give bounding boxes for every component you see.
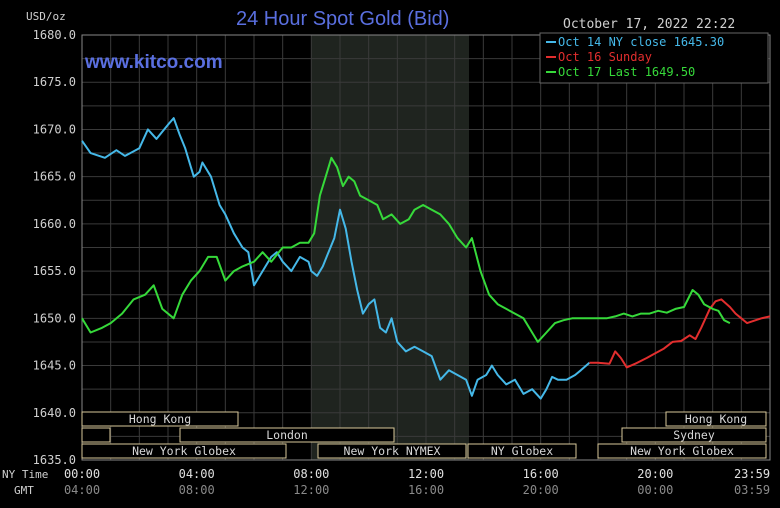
x-tick-ny: 12:00 (408, 467, 444, 481)
legend-entry: Oct 14 NY close 1645.30 (558, 35, 724, 49)
session-sydney-box (621, 427, 767, 443)
y-tick-label: 1635.0 (33, 453, 76, 467)
x-tick-gmt: 03:59 (734, 483, 770, 497)
x-tick-gmt: 12:00 (293, 483, 329, 497)
legend-entry: Oct 17 Last 1649.50 (558, 65, 695, 79)
plot-area (81, 34, 771, 461)
x-tick-ny: 04:00 (179, 467, 215, 481)
y-tick-label: 1675.0 (33, 75, 76, 89)
chart-title: 24 Hour Spot Gold (Bid) (236, 8, 449, 30)
x-tick-ny: 16:00 (523, 467, 559, 481)
session-hong-kong-left-box (81, 411, 239, 427)
session-ny-nymex-box (317, 443, 467, 459)
trading-sessions: Hong Kong London New York Globex New York N… (81, 411, 767, 459)
x-tick-gmt: 04:00 (64, 483, 100, 497)
gmt-label: GMT (14, 484, 34, 497)
session-blank-left-box (81, 427, 111, 443)
session-london-label: London (266, 428, 308, 442)
y-tick-label: 1655.0 (33, 264, 76, 278)
y-tick-label: 1650.0 (33, 311, 76, 325)
session-london-box (179, 427, 395, 443)
y-tick-label: 1640.0 (33, 406, 76, 420)
session-ny-globex-left: New York Globex (81, 443, 287, 459)
session-ny-nymex-label: New York NYMEX (344, 444, 441, 458)
y-tick-label: 1660.0 (33, 217, 76, 231)
x-tick-gmt: 20:00 (523, 483, 559, 497)
unit-label: USD/oz (26, 10, 66, 23)
series-line-2 (81, 156, 731, 343)
y-tick-label: 1680.0 (33, 28, 76, 42)
ny-time-label: NY Time (2, 468, 48, 481)
timestamp: October 17, 2022 22:22 (563, 17, 735, 32)
session-ny-globex-left-label: New York Globex (132, 444, 236, 458)
session-london: London (179, 427, 395, 443)
session-hong-kong-right-label: Hong Kong (685, 412, 747, 426)
x-tick-gmt: 08:00 (179, 483, 215, 497)
watermark-url: www.kitco.com (84, 52, 223, 73)
x-tick-ny: 23:59 (734, 467, 770, 481)
legend-entry: Oct 16 Sunday (558, 50, 652, 64)
session-ny-globex-mid: NY Globex (467, 443, 577, 459)
y-tick-label: 1645.0 (33, 359, 76, 373)
session-hong-kong-left-label: Hong Kong (129, 412, 191, 426)
axes: 1680.0 1675.0 1670.0 1665.0 1660.0 1655.0 1650… (2, 28, 770, 497)
session-hong-kong-right: Hong Kong (665, 411, 767, 427)
legend-box (539, 32, 769, 84)
y-tick-label: 1665.0 (33, 170, 76, 184)
session-ny-globex-right-label: New York Globex (630, 444, 734, 458)
x-tick-ny: 00:00 (64, 467, 100, 481)
session-hong-kong-right-box (665, 411, 767, 427)
session-ny-globex-right-box (597, 443, 767, 459)
session-hong-kong-left: Hong Kong (81, 411, 239, 427)
y-tick-label: 1670.0 (33, 122, 76, 136)
session-ny-globex-mid-box (467, 443, 577, 459)
x-tick-ny: 20:00 (637, 467, 673, 481)
series-line-1 (589, 298, 771, 369)
session-ny-globex-right: New York Globex (597, 443, 767, 459)
session-blank-left (81, 427, 111, 443)
series-line-0 (81, 117, 591, 400)
x-tick-gmt: 16:00 (408, 483, 444, 497)
session-ny-nymex: New York NYMEX (317, 443, 467, 459)
x-tick-gmt: 00:00 (637, 483, 673, 497)
x-tick-ny: 08:00 (293, 467, 329, 481)
plot-border (81, 34, 771, 461)
session-ny-globex-mid-label: NY Globex (491, 444, 553, 458)
session-ny-globex-left-box (81, 443, 287, 459)
session-sydney: Sydney (621, 427, 767, 443)
session-sydney-label: Sydney (673, 428, 715, 442)
